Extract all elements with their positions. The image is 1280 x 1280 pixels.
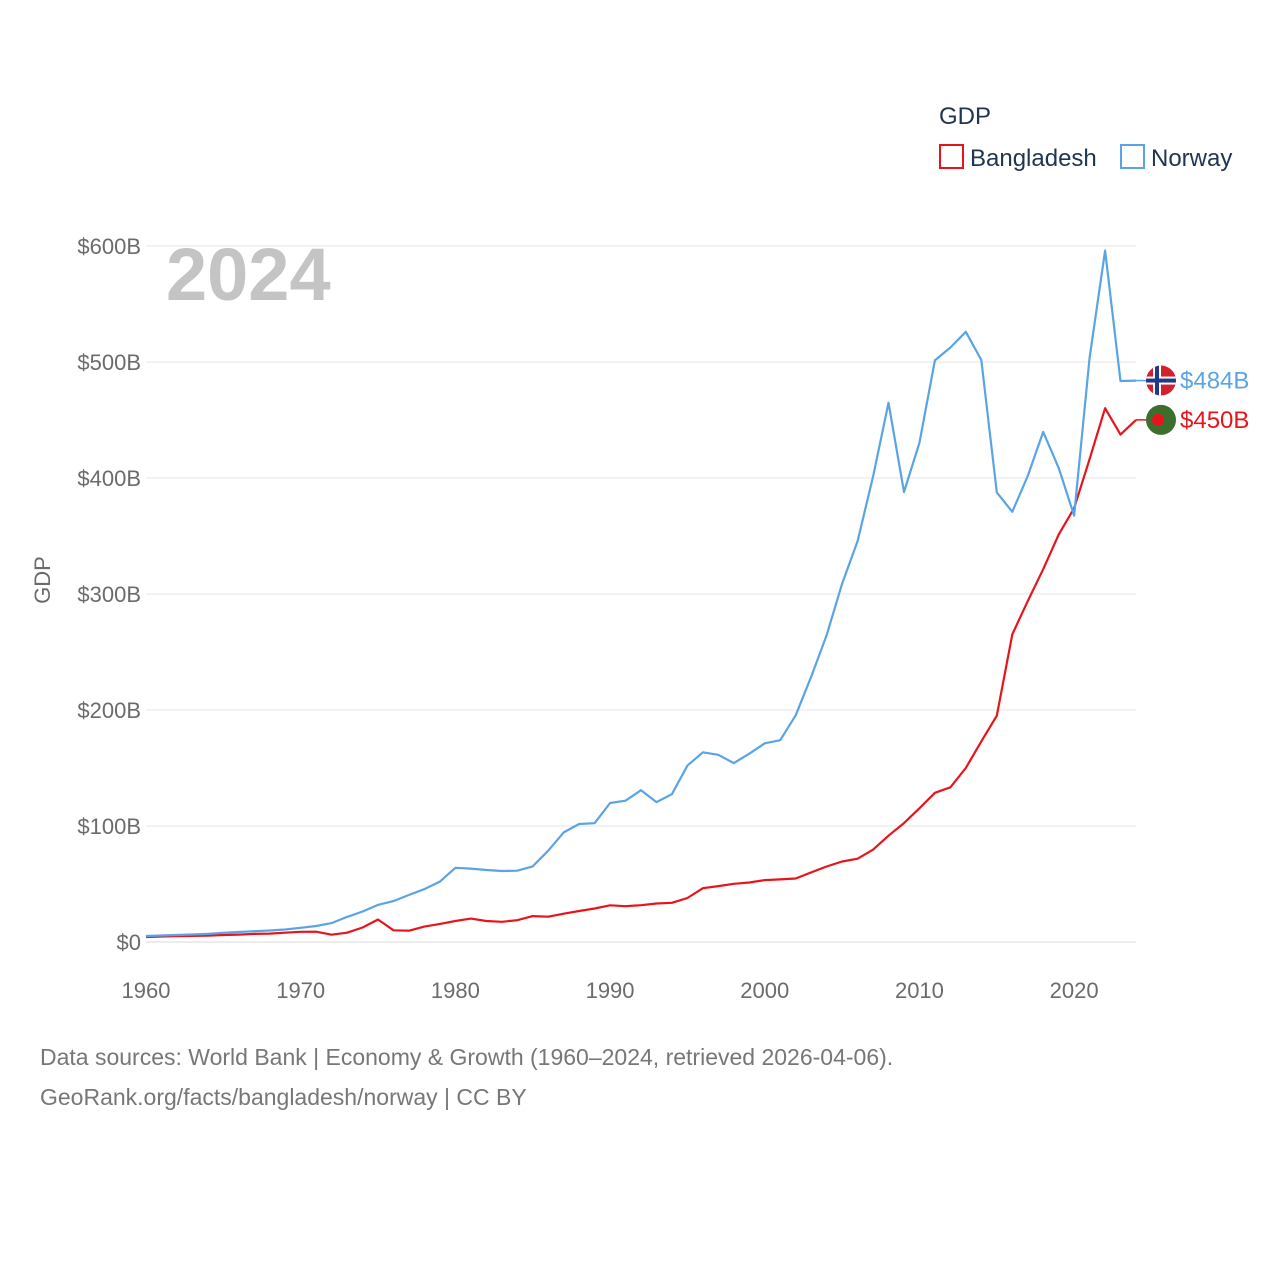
x-tick-label: 1960: [122, 978, 171, 1003]
end-markers: $450B $484B: [1136, 365, 1249, 435]
x-tick-label: 1990: [586, 978, 635, 1003]
y-tick-label: $500B: [77, 350, 141, 375]
y-tick-label: $100B: [77, 814, 141, 839]
year-watermark: 2024: [166, 233, 331, 316]
bangladesh-flag-icon: [1146, 404, 1176, 435]
grid-lines: [146, 245, 1136, 943]
legend-label-bangladesh: Bangladesh: [970, 145, 1097, 172]
y-axis-ticks: $0 $100B $200B $300B $400B $500B $600B: [77, 234, 141, 955]
legend-swatch-bangladesh: [939, 144, 964, 169]
legend: GDP Bangladesh Norway: [939, 103, 1232, 172]
end-value-label-norway: $484B: [1180, 368, 1249, 395]
legend-title: GDP: [939, 103, 991, 130]
norway-flag-icon: [1146, 365, 1176, 396]
x-tick-label: 2000: [740, 978, 789, 1003]
legend-label-norway: Norway: [1151, 145, 1232, 172]
y-axis-title: GDP: [30, 556, 55, 604]
y-tick-label: $600B: [77, 234, 141, 259]
series-lines: [145, 249, 1137, 939]
end-value-label-bangladesh: $450B: [1180, 407, 1249, 434]
series-line-bangladesh: [145, 407, 1137, 939]
y-tick-label: $0: [117, 930, 141, 955]
y-tick-label: $200B: [77, 698, 141, 723]
x-tick-label: 2020: [1050, 978, 1099, 1003]
x-axis-ticks: 1960 1970 1980 1990 2000 2010 2020: [122, 978, 1099, 1003]
y-tick-label: $300B: [77, 582, 141, 607]
x-tick-label: 1970: [276, 978, 325, 1003]
footer-data-sources: Data sources: World Bank | Economy & Gro…: [40, 1044, 894, 1070]
x-tick-label: 2010: [895, 978, 944, 1003]
footer-attribution: GeoRank.org/facts/bangladesh/norway | CC…: [40, 1084, 527, 1110]
legend-swatch-norway: [1120, 144, 1145, 169]
y-tick-label: $400B: [77, 466, 141, 491]
x-tick-label: 1980: [431, 978, 480, 1003]
series-line-norway: [145, 249, 1137, 938]
